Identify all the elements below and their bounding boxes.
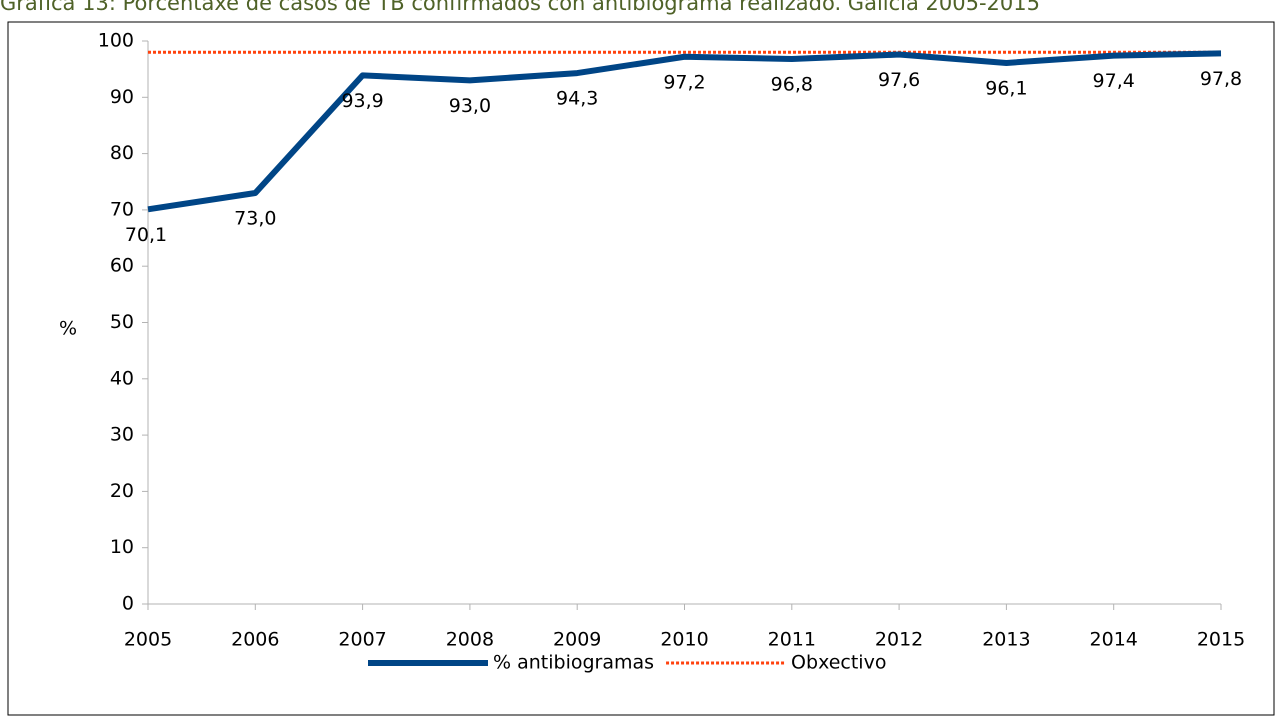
y-tick-label: 70 <box>110 198 134 220</box>
y-tick-label: 60 <box>110 255 134 277</box>
y-tick-label: 30 <box>110 424 134 446</box>
x-tick-label: 2010 <box>660 629 708 651</box>
x-tick-label: 2011 <box>768 629 816 651</box>
data-label: 97,2 <box>663 71 705 93</box>
y-tick-label: 80 <box>110 142 134 164</box>
x-tick-label: 2007 <box>338 629 386 651</box>
data-label: 96,1 <box>985 77 1027 99</box>
chart-frame <box>7 21 1275 716</box>
y-tick-label: 90 <box>110 86 134 108</box>
legend-label: % antibiogramas <box>493 652 654 674</box>
data-label: 97,4 <box>1093 70 1135 92</box>
data-label: 97,6 <box>878 69 920 91</box>
chart-title: Gráfica 13: Porcentaxe de casos de TB co… <box>0 0 1040 15</box>
y-tick-label: 100 <box>98 30 134 52</box>
y-tick-label: 40 <box>110 367 134 389</box>
legend-label: Obxectivo <box>791 652 886 674</box>
data-label: 93,9 <box>341 90 383 112</box>
y-tick-label: 10 <box>110 536 134 558</box>
y-tick-label: 0 <box>122 593 134 615</box>
x-tick-label: 2012 <box>875 629 923 651</box>
x-tick-label: 2005 <box>124 629 172 651</box>
x-tick-label: 2015 <box>1197 629 1245 651</box>
x-tick-label: 2014 <box>1090 629 1138 651</box>
data-label: 93,0 <box>449 95 491 117</box>
y-axis-label: % <box>59 318 77 340</box>
x-tick-label: 2009 <box>553 629 601 651</box>
x-tick-label: 2013 <box>982 629 1030 651</box>
data-label: 70,1 <box>125 224 167 246</box>
data-label: 94,3 <box>556 88 598 110</box>
y-tick-label: 20 <box>110 480 134 502</box>
data-label: 97,8 <box>1200 68 1242 90</box>
series-line <box>147 50 1222 213</box>
x-tick-label: 2006 <box>231 629 279 651</box>
data-label: 73,0 <box>234 208 276 230</box>
x-tick-label: 2008 <box>446 629 494 651</box>
y-tick-label: 50 <box>110 311 134 333</box>
data-label: 96,8 <box>771 74 813 96</box>
